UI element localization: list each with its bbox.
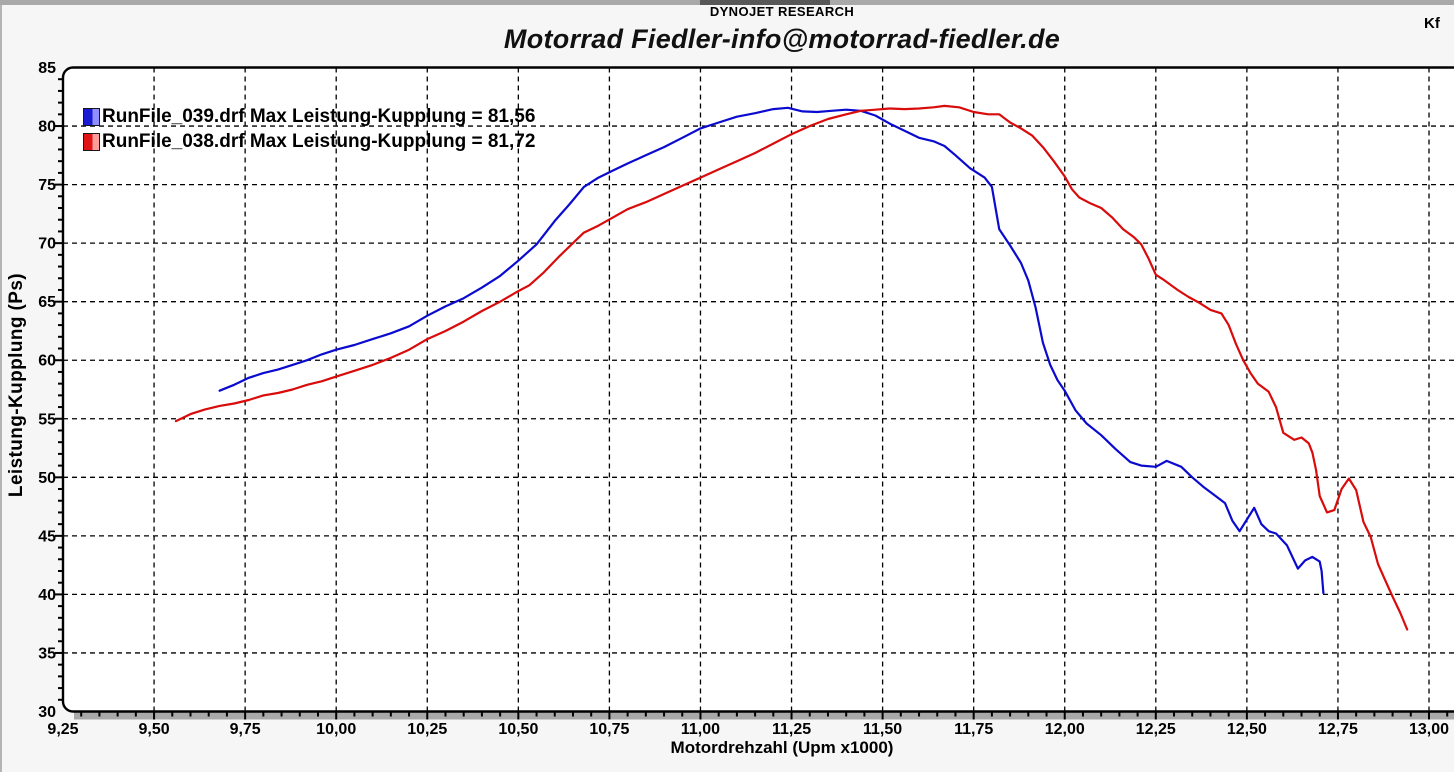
series-swatch-blue-icon <box>83 107 100 126</box>
y-tick-label: 45 <box>38 528 56 545</box>
chart-legend: RunFile_039.drf Max Leistung-Kupplung = … <box>83 104 535 154</box>
y-axis-title: Leistung-Kupplung (Ps) <box>6 272 27 498</box>
x-tick-label: 13,00 <box>1409 721 1449 738</box>
x-tick-label: 10,00 <box>316 721 356 738</box>
plot-border <box>61 66 1454 713</box>
y-tick-label: 75 <box>38 177 56 194</box>
y-tick-label: 30 <box>38 704 56 721</box>
x-tick-label: 12,75 <box>1318 721 1358 738</box>
y-tick-label: 65 <box>38 294 56 311</box>
series-swatch-red-icon <box>83 132 100 151</box>
x-tick-label: 11,25 <box>772 721 811 738</box>
x-tick-label: 9,50 <box>138 721 169 738</box>
y-tick-label: 85 <box>38 60 56 77</box>
scrollbar-thumb[interactable] <box>700 0 830 5</box>
x-tick-label: 9,25 <box>47 721 78 738</box>
curve-RunFile_039.drf <box>218 106 1325 595</box>
y-tick-label: 50 <box>38 470 56 487</box>
y-tick-label: 80 <box>38 119 56 136</box>
x-tick-label: 10,25 <box>407 721 447 738</box>
x-tick-label: 12,25 <box>1136 721 1176 738</box>
x-tick-label: 10,75 <box>589 721 629 738</box>
plot-area <box>63 67 1454 712</box>
window-left-edge <box>0 0 2 772</box>
page-title: Motorrad Fiedler-info@motorrad-fiedler.d… <box>503 24 1061 54</box>
y-tick-label: 40 <box>38 587 56 604</box>
legend-row-runfile-038: RunFile_038.drf Max Leistung-Kupplung = … <box>83 129 535 154</box>
x-tick-label: 11,50 <box>863 721 902 738</box>
x-tick-label: 11,00 <box>681 721 720 738</box>
corner-text: Kf <box>1424 15 1440 32</box>
x-tick-label: 9,75 <box>230 721 261 738</box>
legend-label: RunFile_038.drf Max Leistung-Kupplung = … <box>102 130 536 152</box>
x-tick-label: 10,50 <box>498 721 538 738</box>
x-axis-title: Motordrehzahl (Upm x1000) <box>670 738 894 757</box>
legend-label: RunFile_039.drf Max Leistung-Kupplung = … <box>102 105 536 127</box>
y-tick-label: 55 <box>38 411 56 428</box>
x-tick-label: 12,00 <box>1045 721 1085 738</box>
x-tick-label: 11,75 <box>954 721 993 738</box>
x-axis-shadow <box>74 712 1454 720</box>
y-tick-label: 60 <box>38 353 56 370</box>
legend-row-runfile-039: RunFile_039.drf Max Leistung-Kupplung = … <box>83 104 535 129</box>
y-tick-label: 70 <box>38 236 56 253</box>
x-tick-label: 12,50 <box>1227 721 1267 738</box>
curve-RunFile_038.drf <box>174 104 1409 631</box>
y-tick-label: 35 <box>38 645 56 662</box>
window-top-scrollbar <box>0 0 1454 5</box>
dynojet-brand: DYNOJET RESEARCH <box>709 4 855 19</box>
